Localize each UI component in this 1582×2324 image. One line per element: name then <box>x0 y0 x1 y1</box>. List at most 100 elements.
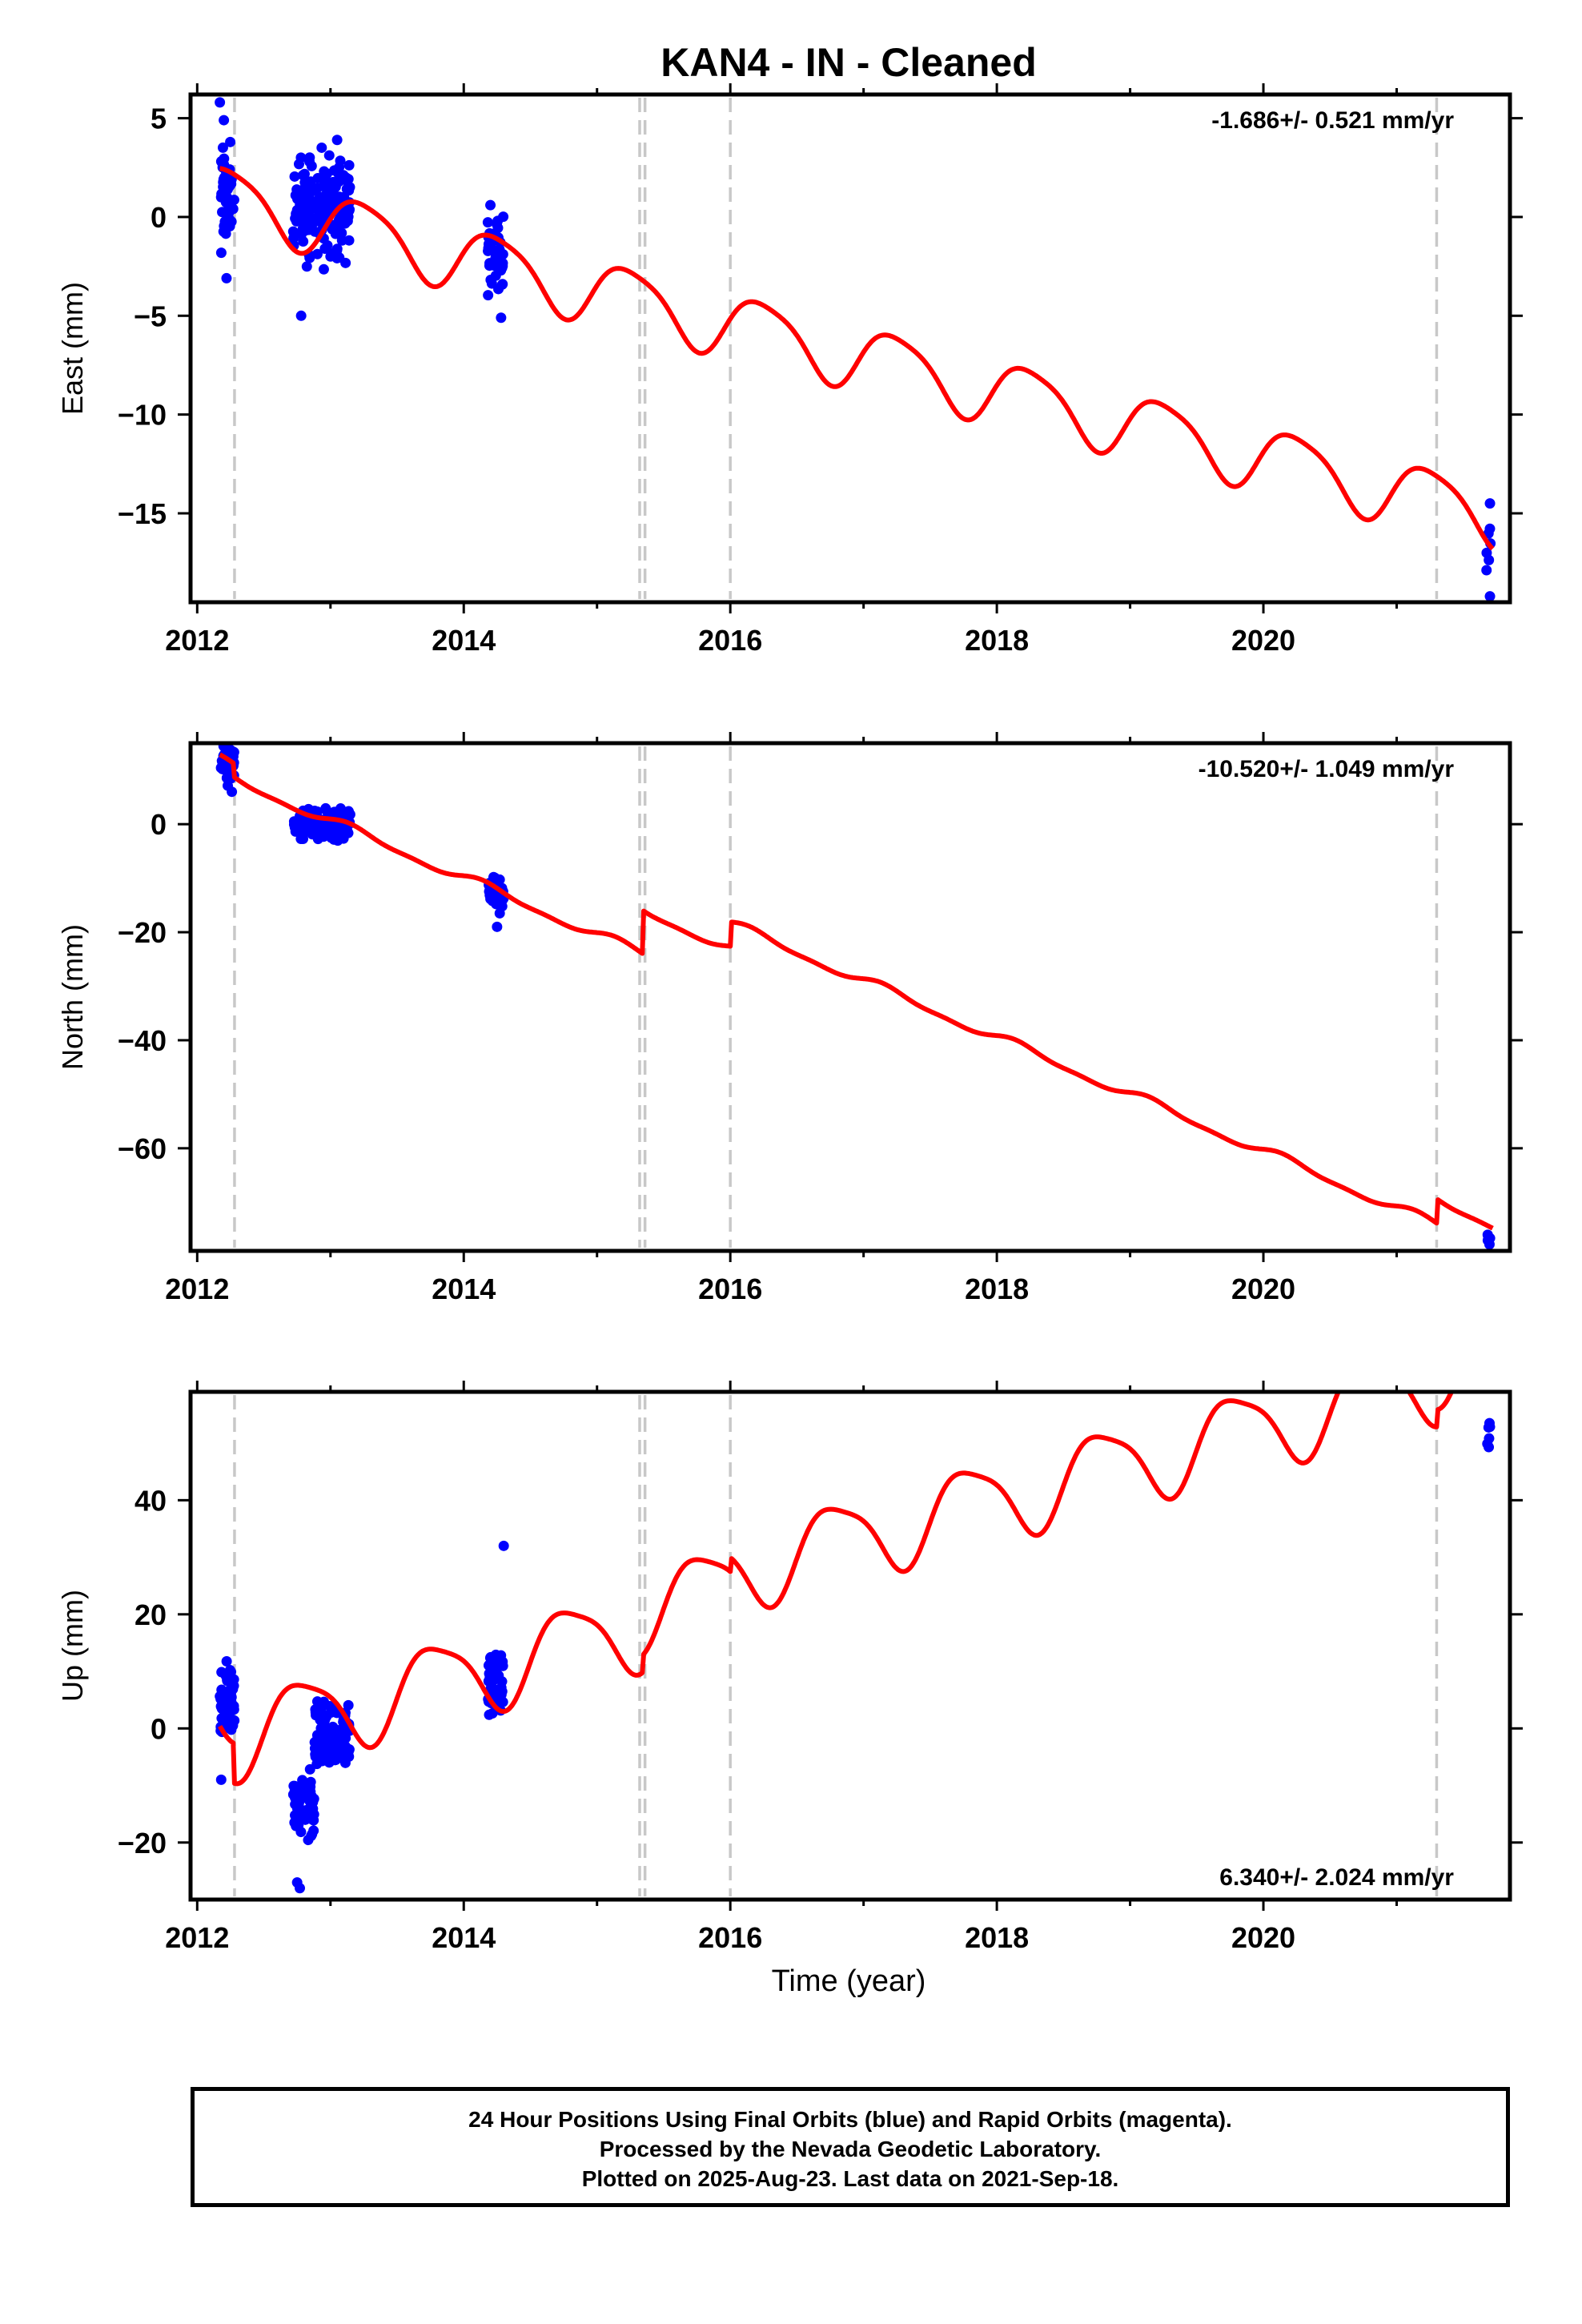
x-tick-label: 2016 <box>698 1273 762 1305</box>
x-tick-label: 2012 <box>165 1273 229 1305</box>
data-point <box>291 1877 303 1888</box>
x-tick-label: 2020 <box>1231 1273 1295 1305</box>
data-point <box>1484 1433 1495 1444</box>
data-point <box>312 172 323 183</box>
data-point <box>318 1700 329 1711</box>
data-point <box>1484 554 1495 565</box>
data-point <box>330 833 341 844</box>
data-point <box>494 874 505 885</box>
x-tick-label: 2016 <box>698 1921 762 1954</box>
data-point <box>290 1816 301 1827</box>
data-points <box>215 1417 1496 1894</box>
y-axis-label: Up (mm) <box>56 1590 89 1702</box>
data-point <box>289 171 300 182</box>
data-point <box>313 204 324 215</box>
data-point <box>335 803 346 814</box>
model-line <box>219 166 1495 551</box>
y-tick-label: −20 <box>118 1827 167 1860</box>
data-point <box>299 168 310 179</box>
data-point <box>338 1727 349 1739</box>
data-point <box>343 1699 354 1711</box>
data-point <box>306 219 317 230</box>
data-point <box>215 247 227 259</box>
data-point <box>217 142 228 153</box>
data-point <box>331 245 343 256</box>
x-tick-label: 2016 <box>698 624 762 657</box>
data-point <box>298 833 309 844</box>
data-point <box>316 142 327 153</box>
data-point <box>343 205 355 216</box>
x-tick-label: 2018 <box>965 1921 1029 1954</box>
data-point <box>341 183 352 195</box>
data-point <box>343 807 355 818</box>
y-axis-label: North (mm) <box>56 924 89 1070</box>
data-point <box>291 208 302 219</box>
data-point <box>306 1831 317 1842</box>
data-point <box>221 1704 232 1715</box>
footer-box: 24 Hour Positions Using Final Orbits (bl… <box>191 2087 1510 2207</box>
data-point <box>303 803 314 814</box>
data-point <box>288 1780 299 1791</box>
model-line <box>218 1392 1455 1787</box>
x-tick-label: 2014 <box>432 1273 496 1305</box>
data-point <box>307 1803 319 1815</box>
data-point <box>497 1696 508 1707</box>
data-point <box>227 786 238 798</box>
data-point <box>295 152 307 163</box>
data-point <box>482 217 493 228</box>
data-point <box>484 1709 495 1720</box>
data-point <box>216 1713 227 1724</box>
data-point <box>223 1668 235 1679</box>
data-point <box>492 223 504 234</box>
x-tick-label: 2018 <box>965 624 1029 657</box>
rate-label: -10.520+/- 1.049 mm/yr <box>1199 756 1455 782</box>
data-point <box>1484 1232 1496 1244</box>
chart-title: KAN4 - IN - Cleaned <box>661 40 1037 85</box>
data-points <box>215 743 1496 1250</box>
data-point <box>336 235 347 246</box>
y-tick-label: −10 <box>118 399 167 432</box>
data-point <box>317 822 328 834</box>
data-point <box>295 1827 307 1838</box>
data-point <box>221 1656 232 1667</box>
footer-line-2: Processed by the Nevada Geodetic Laborat… <box>599 2137 1102 2161</box>
data-point <box>311 248 323 259</box>
y-tick-label: 40 <box>135 1484 167 1517</box>
data-point <box>484 886 495 897</box>
y-axis-label: East (mm) <box>56 282 89 415</box>
data-point <box>218 176 229 187</box>
data-point <box>221 272 232 283</box>
data-points <box>215 97 1496 602</box>
data-point <box>226 1721 237 1732</box>
data-point <box>496 312 507 324</box>
y-tick-label: 0 <box>151 1712 167 1745</box>
data-point <box>496 279 508 290</box>
data-point <box>342 215 353 227</box>
data-point <box>299 191 310 202</box>
data-point <box>341 175 352 186</box>
data-point <box>315 1723 327 1734</box>
model-line <box>219 752 1494 1231</box>
data-point <box>340 257 351 268</box>
data-point <box>315 216 326 227</box>
data-point <box>486 278 497 289</box>
data-point <box>294 821 305 832</box>
data-point <box>492 921 503 932</box>
data-point <box>494 907 505 919</box>
data-point <box>299 183 310 194</box>
footer-line-1: 24 Hour Positions Using Final Orbits (bl… <box>468 2107 1232 2132</box>
east-panel: 2012 2014 2016 2018 2020 5 0 −5 −10 −15 East (mm) -… <box>56 83 1523 657</box>
x-tick-label: 2018 <box>965 1273 1029 1305</box>
data-point <box>319 166 330 177</box>
data-point <box>299 1783 310 1795</box>
data-point <box>219 115 230 126</box>
data-point <box>223 207 234 219</box>
x-tick-label: 2020 <box>1231 624 1295 657</box>
y-tick-label: −15 <box>118 497 167 530</box>
data-point <box>483 1675 494 1687</box>
plot-frame <box>188 741 1512 1253</box>
data-point <box>1484 591 1496 602</box>
up-panel: 2012 2014 2016 2018 2020 40 20 0 −20 Up (mm) 6.340… <box>56 1381 1523 1954</box>
y-tick-label: −5 <box>134 300 167 332</box>
data-point <box>228 1704 239 1715</box>
